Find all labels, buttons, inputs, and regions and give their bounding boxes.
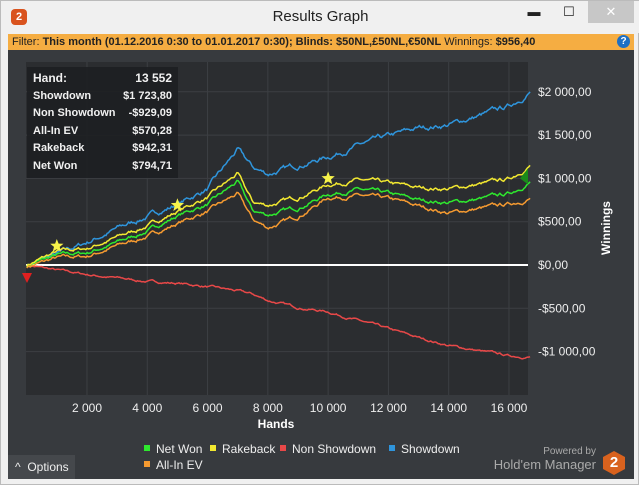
chevron-up-icon: ^ (15, 460, 28, 474)
y-tick-label: $1 500,00 (538, 128, 592, 142)
legend-all-in-ev[interactable]: All-In EV (144, 458, 203, 472)
filter-bar: Filter: This month (01.12.2016 0:30 to 0… (8, 34, 634, 50)
x-tick-label: 10 000 (310, 401, 347, 415)
start-marker-icon (22, 273, 32, 283)
title-bar: 2 Results Graph ▬ ☐ ✕ (1, 1, 639, 33)
legend-swatch (389, 445, 395, 451)
legend-label: Non Showdown (292, 442, 377, 456)
tooltip-value: 13 552 (135, 71, 172, 85)
tooltip-row: Hand: 13 552 (33, 70, 172, 88)
x-tick-label: 16 000 (491, 401, 528, 415)
legend-label: Rakeback (222, 442, 276, 456)
x-tick-label: 4 000 (132, 401, 162, 415)
filter-label: Filter: (12, 36, 40, 48)
legend-non-showdown[interactable]: Non Showdown (280, 442, 376, 456)
y-axis-title: Winnings (599, 201, 613, 255)
legend-rakeback[interactable]: Rakeback (210, 442, 275, 456)
y-tick-label: -$1 000,00 (538, 345, 596, 359)
tooltip-row: Net Won $794,71 (33, 158, 172, 176)
filter-value: This month (01.12.2016 0:30 to 01.01.201… (42, 36, 442, 48)
tooltip-row: Showdown $1 723,80 (33, 88, 172, 106)
options-label: Options (27, 460, 69, 474)
app-logo-icon: 2 (11, 9, 27, 25)
legend-swatch (280, 445, 286, 451)
tooltip-row: All-In EV $570,28 (33, 123, 172, 141)
maximize-button[interactable]: ☐ (563, 4, 575, 19)
powered-by: Powered by Hold'em Manager (494, 446, 596, 472)
x-tick-label: 6 000 (193, 401, 223, 415)
milestone-star-icon (50, 239, 64, 252)
y-tick-label: -$500,00 (538, 301, 586, 315)
tooltip-label: All-In EV (33, 124, 79, 137)
series-line-rakeback[interactable] (26, 164, 531, 267)
y-tick-label: $0,00 (538, 258, 568, 272)
x-axis-title: Hands (258, 417, 295, 431)
series-line-net-won[interactable] (26, 179, 531, 267)
legend-net-won[interactable]: Net Won (144, 442, 202, 456)
y-tick-label: $1 000,00 (538, 171, 592, 185)
legend-label: Net Won (156, 442, 203, 456)
legend-showdown[interactable]: Showdown (389, 442, 460, 456)
tooltip-label: Net Won (33, 159, 78, 172)
tooltip-value: $794,71 (132, 159, 172, 172)
tooltip-label: Non Showdown (33, 107, 116, 119)
x-tick-label: 2 000 (72, 401, 102, 415)
tooltip-row: Non Showdown -$929,09 (33, 105, 172, 123)
x-tick-label: 12 000 (370, 401, 407, 415)
help-icon[interactable]: ? (617, 35, 630, 48)
series-line-non-showdown[interactable] (26, 264, 531, 360)
legend-label: Showdown (401, 442, 460, 456)
hm-logo-icon: 2 (603, 451, 625, 475)
hover-tooltip: Hand: 13 552 Showdown $1 723,80 Non Showdown… (27, 67, 178, 178)
minimize-button[interactable]: ▬ (527, 4, 541, 19)
brand-name: Hold'em Manager (493, 457, 596, 472)
series-line-showdown[interactable] (26, 91, 531, 268)
tooltip-label: Hand: (33, 71, 67, 85)
graph-panel: 2 000 4 000 6 000 8 000 10 000 12 000 14 000 16… (8, 50, 634, 479)
end-marker-icon (520, 168, 528, 185)
milestone-star-icon (321, 171, 335, 185)
tooltip-value: $1 723,80 (123, 89, 172, 102)
legend-swatch (210, 445, 216, 451)
winnings-value: $956,40 (495, 36, 536, 48)
y-tick-label: $2 000,00 (538, 85, 592, 99)
window-title: Results Graph (272, 8, 369, 25)
x-tick-label: 8 000 (253, 401, 283, 415)
winnings-label: Winnings: (444, 36, 493, 48)
legend-swatch (144, 461, 150, 467)
tooltip-label: Showdown (33, 89, 92, 102)
y-tick-label: $500,00 (538, 215, 582, 229)
legend-label: All-In EV (156, 458, 203, 472)
close-button[interactable]: ✕ (588, 1, 634, 23)
tooltip-value: $570,28 (132, 124, 172, 137)
tooltip-value: -$929,09 (128, 107, 172, 119)
tooltip-value: $942,31 (132, 142, 172, 154)
tooltip-label: Rakeback (33, 142, 85, 154)
options-button[interactable]: ^ Options (8, 455, 75, 479)
x-tick-label: 14 000 (430, 401, 467, 415)
legend-swatch (144, 445, 150, 451)
milestone-star-icon (170, 198, 185, 211)
tooltip-row: Rakeback $942,31 (33, 140, 172, 158)
series-line-all-in-ev[interactable] (26, 191, 531, 269)
powered-by-text: Powered by (543, 446, 596, 457)
